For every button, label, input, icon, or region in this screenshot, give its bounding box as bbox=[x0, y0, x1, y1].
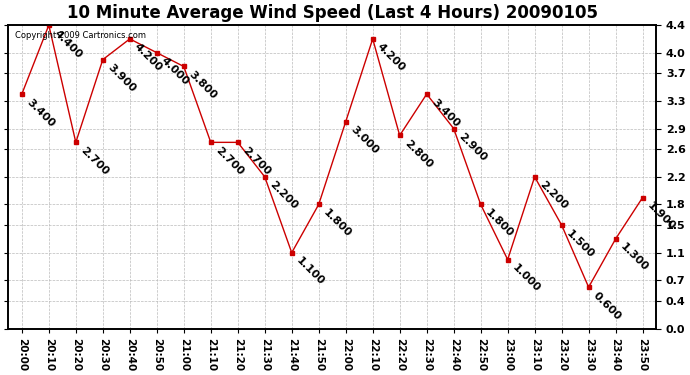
Text: 3.800: 3.800 bbox=[186, 69, 218, 101]
Text: 3.400: 3.400 bbox=[25, 97, 57, 129]
Text: 4.400: 4.400 bbox=[52, 28, 83, 60]
Text: 1.300: 1.300 bbox=[618, 242, 650, 273]
Text: 1.500: 1.500 bbox=[564, 228, 596, 260]
Text: 3.900: 3.900 bbox=[106, 62, 137, 94]
Text: 3.000: 3.000 bbox=[348, 124, 380, 156]
Text: Copyright 2009 Cartronics.com: Copyright 2009 Cartronics.com bbox=[14, 31, 146, 40]
Text: 0.600: 0.600 bbox=[591, 290, 623, 322]
Text: 2.200: 2.200 bbox=[538, 180, 569, 212]
Text: 4.200: 4.200 bbox=[375, 42, 407, 74]
Text: 1.900: 1.900 bbox=[645, 200, 678, 232]
Text: 2.700: 2.700 bbox=[79, 145, 110, 177]
Text: 1.800: 1.800 bbox=[484, 207, 515, 239]
Text: 3.400: 3.400 bbox=[429, 97, 462, 129]
Text: 4.000: 4.000 bbox=[159, 56, 191, 87]
Text: 2.800: 2.800 bbox=[402, 138, 434, 170]
Text: 4.200: 4.200 bbox=[132, 42, 164, 74]
Text: 1.800: 1.800 bbox=[322, 207, 353, 239]
Text: 2.900: 2.900 bbox=[457, 131, 489, 163]
Text: 1.000: 1.000 bbox=[511, 262, 542, 294]
Title: 10 Minute Average Wind Speed (Last 4 Hours) 20090105: 10 Minute Average Wind Speed (Last 4 Hou… bbox=[67, 4, 598, 22]
Text: 2.700: 2.700 bbox=[213, 145, 246, 177]
Text: 2.200: 2.200 bbox=[268, 180, 299, 212]
Text: 1.100: 1.100 bbox=[295, 255, 326, 287]
Text: 2.700: 2.700 bbox=[241, 145, 273, 177]
